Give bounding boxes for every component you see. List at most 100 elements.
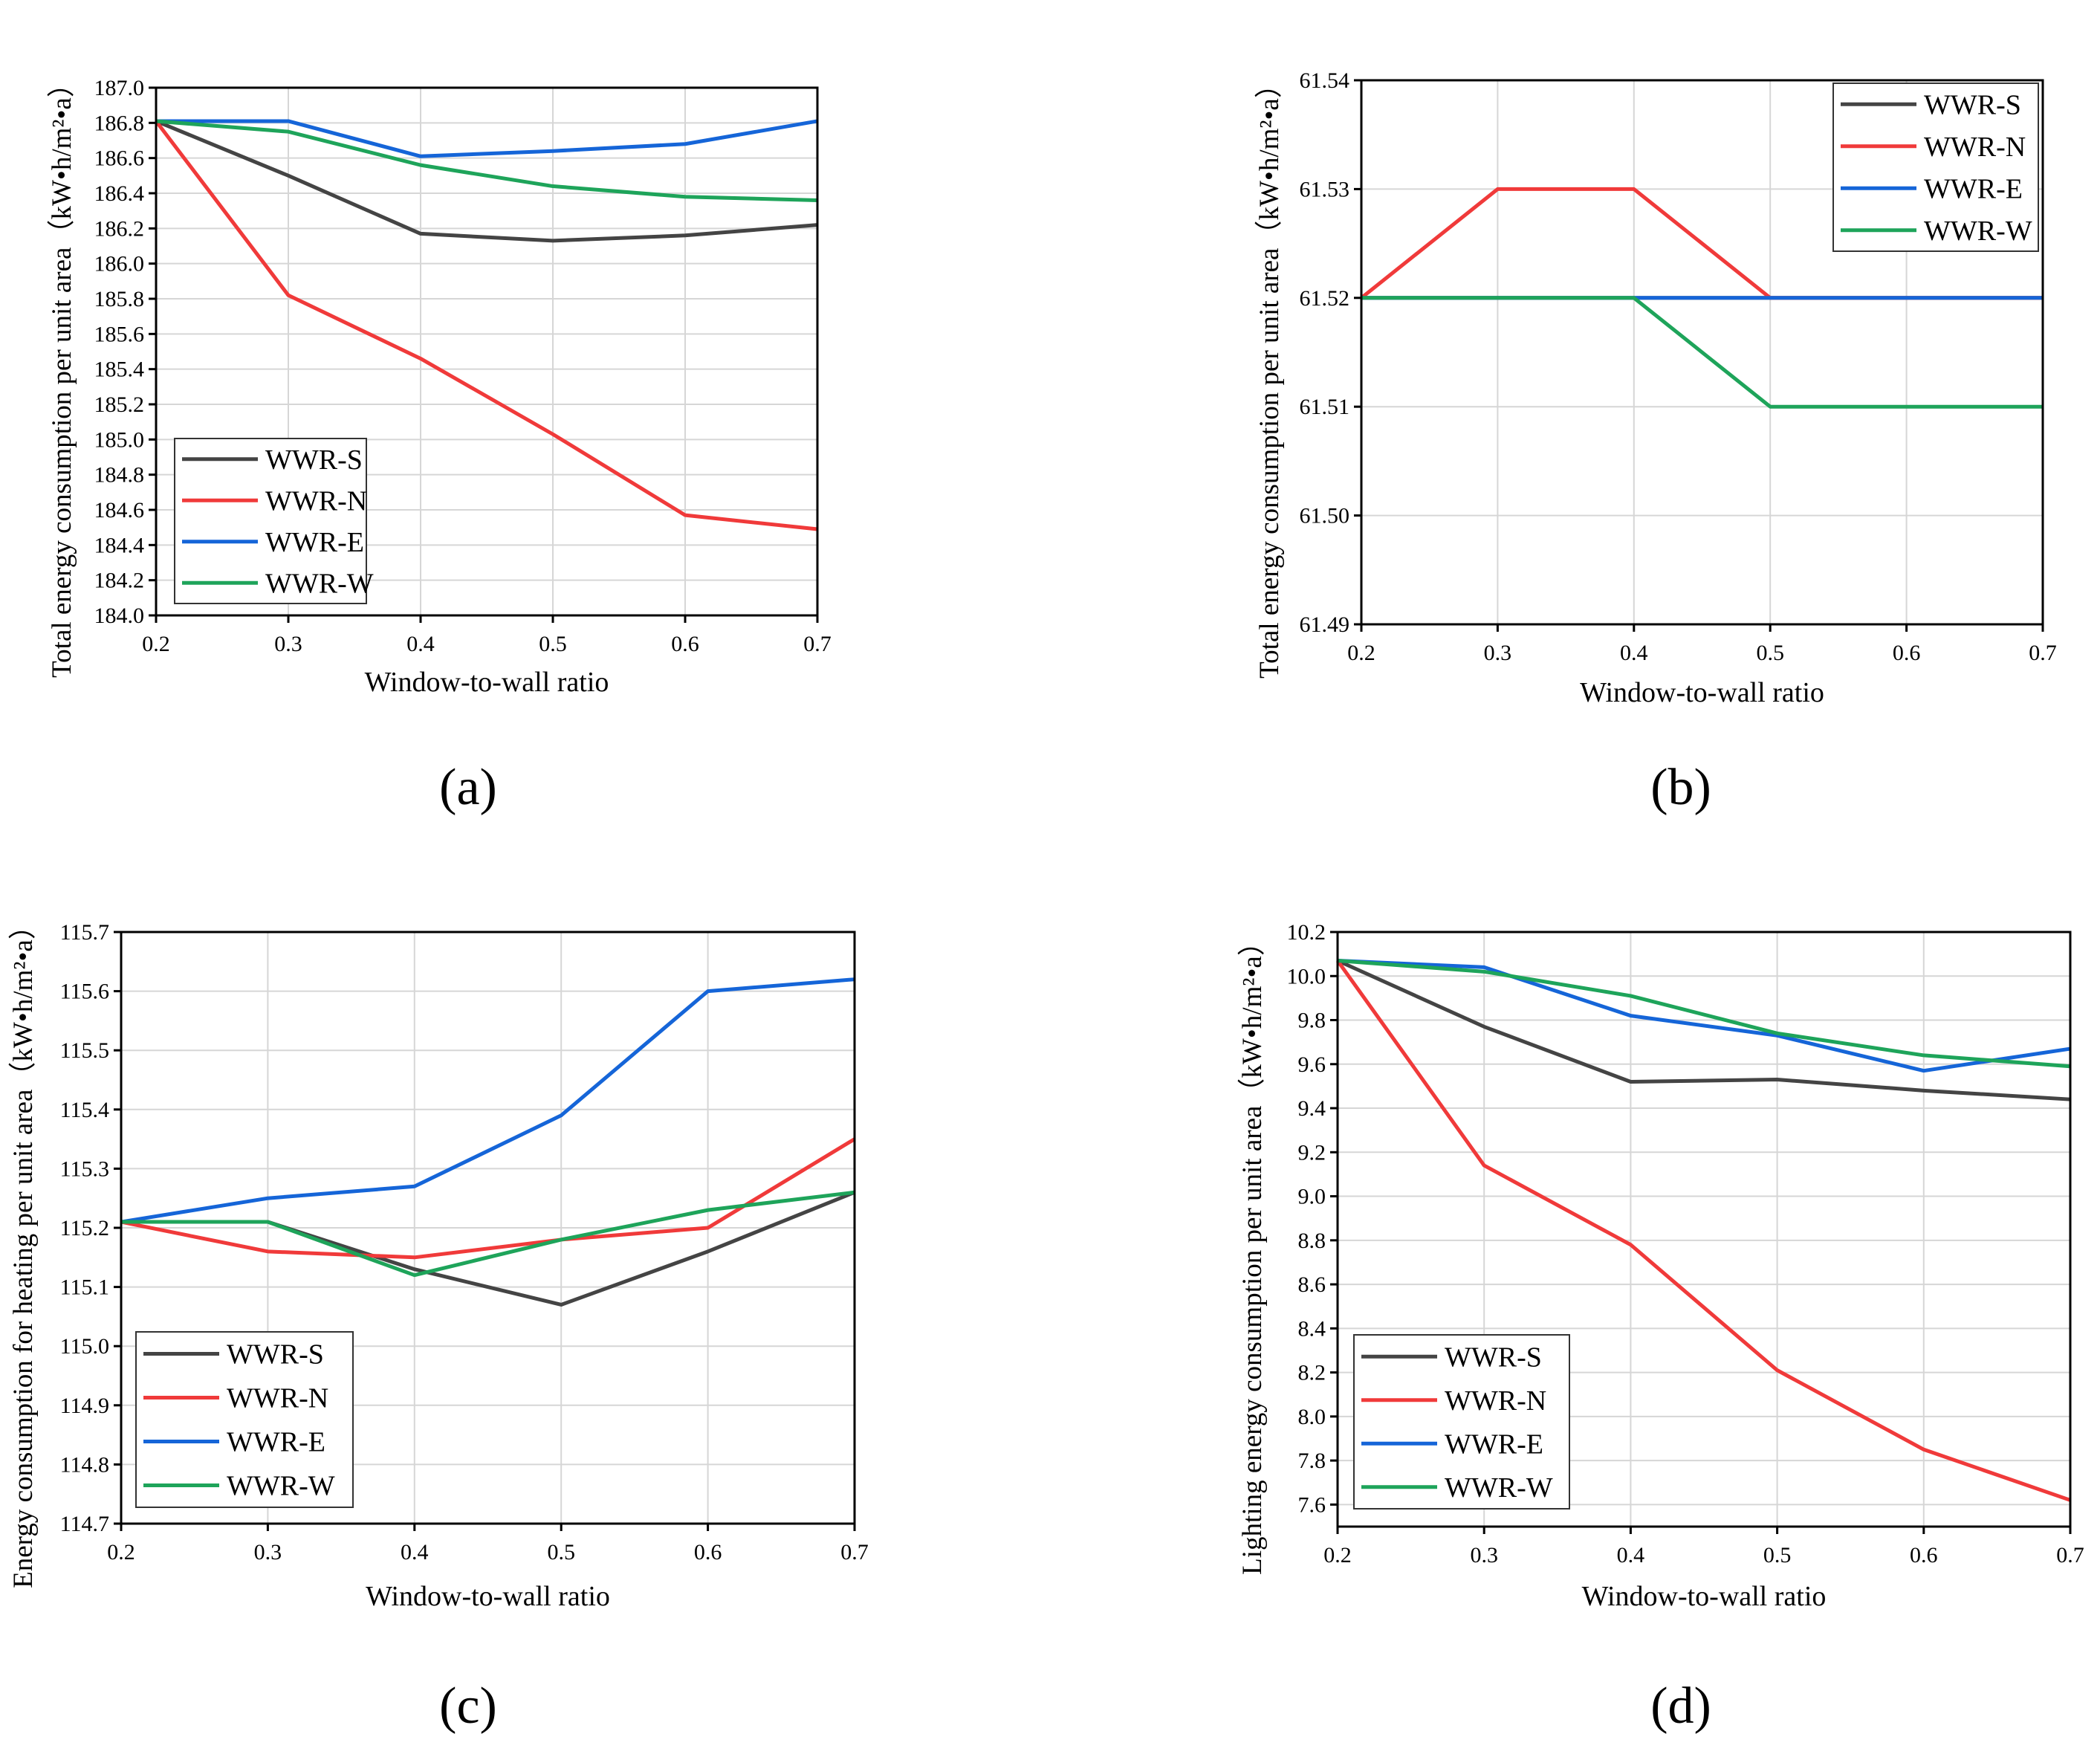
y-axis-title: Energy consumption for heating per unit … [8, 912, 39, 1588]
series-line-wwr-w [121, 1190, 855, 1278]
y-tick-label: 115.7 [60, 920, 109, 945]
y-tick-label: 114.7 [60, 1512, 109, 1536]
x-axis-title: Window-to-wall ratio [365, 667, 609, 698]
y-axis-title: Lighting energy consumption per unit are… [1237, 928, 1268, 1575]
y-tick-label: 186.6 [94, 146, 145, 171]
y-tick-label: 185.8 [94, 287, 145, 311]
y-tick-label: 8.0 [1298, 1405, 1326, 1429]
x-tick-label: 0.5 [547, 1540, 575, 1565]
y-tick-label: 9.8 [1298, 1009, 1326, 1033]
legend-label: WWR-S [227, 1339, 324, 1371]
legend-box [174, 438, 367, 604]
x-tick-label: 0.6 [671, 632, 699, 656]
series-line-wwr-e [120, 977, 855, 1224]
y-tick-label: 186.4 [94, 181, 145, 206]
chart-panel-c: 0.2 0.3 0.4 0.5 0.6 0.7 114.7 114.8 114.9 115.0 11… [8, 912, 869, 1735]
x-tick-label: 0.4 [401, 1540, 429, 1565]
y-tick-label: 115.6 [60, 980, 109, 1004]
y-tick-label: 185.4 [94, 357, 145, 382]
legend-label: WWR-E [227, 1427, 325, 1458]
y-tick-label: 10.2 [1287, 920, 1326, 945]
ticks: 0.2 0.3 0.4 0.5 0.6 0.7 184.0 184.2 184.4 184.6 18… [94, 76, 832, 656]
y-tick-label: 8.2 [1298, 1361, 1326, 1385]
legend-label: WWR-S [265, 444, 363, 476]
y-tick-label: 115.1 [60, 1275, 109, 1300]
series-line-wwr-w [1337, 959, 2071, 1069]
legend-label: WWR-W [1445, 1472, 1553, 1504]
y-axis-title: Total energy consumption per unit area（k… [1254, 71, 1285, 679]
chart-panel-b: 0.2 0.3 0.4 0.5 0.6 0.7 61.49 61.50 61.51 61.52 61… [1254, 68, 2057, 816]
ticks: 0.2 0.3 0.4 0.5 0.6 0.7 114.7 114.8 114.9 115.0 11… [60, 920, 869, 1565]
legend-label: WWR-S [1445, 1342, 1542, 1373]
x-tick-label: 0.6 [1910, 1543, 1938, 1567]
y-tick-label: 115.5 [60, 1038, 109, 1063]
x-tick-label: 0.2 [107, 1540, 135, 1565]
y-tick-label: 115.4 [60, 1098, 109, 1122]
y-tick-label: 186.0 [94, 252, 145, 276]
y-tick-label: 10.0 [1287, 964, 1326, 988]
series-line-wwr-e [1337, 959, 2071, 1073]
y-tick-label: 114.9 [60, 1394, 109, 1418]
y-tick-label: 8.4 [1298, 1316, 1326, 1341]
series-line-wwr-w [155, 119, 818, 202]
legend-box [1832, 82, 2039, 252]
x-tick-label: 0.7 [803, 632, 832, 656]
series-line-wwr-e [156, 119, 818, 158]
plot-frame [1336, 931, 2072, 1528]
legend-label: WWR-W [265, 568, 374, 599]
legend-label: WWR-N [1445, 1385, 1546, 1417]
x-tick-label: 0.3 [274, 632, 302, 656]
legend-label: WWR-N [1924, 132, 2026, 163]
y-tick-label: 114.8 [60, 1452, 109, 1477]
x-tick-label: 0.5 [1756, 641, 1784, 665]
legend-label: WWR-W [227, 1471, 335, 1502]
y-tick-label: 8.6 [1298, 1272, 1326, 1297]
panel-label-a: (a) [439, 759, 497, 816]
x-tick-label: 0.5 [539, 632, 567, 656]
y-tick-label: 184.4 [94, 533, 145, 557]
x-tick-label: 0.3 [1470, 1543, 1498, 1567]
x-tick-label: 0.6 [694, 1540, 722, 1565]
x-tick-label: 0.2 [142, 632, 170, 656]
legend-box [1353, 1334, 1570, 1510]
panel-label-b: (b) [1650, 759, 1711, 816]
legend-label: WWR-N [227, 1383, 328, 1414]
y-tick-label: 61.49 [1300, 612, 1350, 637]
y-tick-label: 184.2 [94, 569, 145, 593]
x-tick-label: 0.3 [254, 1540, 282, 1565]
y-axis-title: Total energy consumption per unit area（k… [47, 70, 77, 678]
y-tick-label: 61.54 [1300, 68, 1350, 93]
y-tick-label: 9.2 [1298, 1140, 1326, 1165]
y-tick-label: 9.0 [1298, 1185, 1326, 1209]
y-tick-label: 115.0 [60, 1334, 109, 1359]
y-tick-label: 9.6 [1298, 1052, 1326, 1077]
plot-frame [1360, 79, 2044, 626]
legend: WWR-S WWR-N WWR-E WWR-W [1832, 82, 2039, 252]
legend-label: WWR-N [265, 485, 367, 517]
x-tick-label: 0.2 [1323, 1543, 1352, 1567]
y-tick-label: 185.6 [94, 322, 145, 346]
ticks: 0.2 0.3 0.4 0.5 0.6 0.7 7.6 7.8 8.0 8.2 8.4 8.6 8.8 9… [1287, 920, 2084, 1567]
legend-label: WWR-E [265, 527, 364, 558]
y-tick-label: 61.50 [1300, 504, 1350, 528]
y-tick-label: 7.6 [1298, 1492, 1326, 1517]
series-line-wwr-s [155, 119, 818, 243]
legend-box [135, 1331, 354, 1508]
chart-panel-d: 0.2 0.3 0.4 0.5 0.6 0.7 7.6 7.8 8.0 8.2 8.4 8.6 8.8 9… [1237, 920, 2084, 1735]
x-tick-label: 0.7 [840, 1540, 869, 1565]
series-line-wwr-n [120, 1137, 856, 1260]
legend-label: WWR-W [1924, 216, 2032, 247]
y-tick-label: 186.8 [94, 111, 145, 135]
y-tick-label: 9.4 [1298, 1096, 1326, 1121]
x-tick-label: 0.2 [1347, 641, 1375, 665]
panel-label-c: (c) [439, 1677, 497, 1735]
x-tick-label: 0.6 [1893, 641, 1921, 665]
y-tick-label: 115.2 [60, 1216, 109, 1240]
y-tick-label: 187.0 [94, 76, 145, 100]
y-tick-label: 186.2 [94, 216, 145, 241]
series-line-wwr-s [1336, 959, 2071, 1101]
y-tick-label: 115.3 [60, 1156, 109, 1181]
chart-panel-a: 0.2 0.3 0.4 0.5 0.6 0.7 184.0 184.2 184.4 184.6 18… [47, 70, 832, 816]
x-axis-title: Window-to-wall ratio [1580, 677, 1824, 708]
